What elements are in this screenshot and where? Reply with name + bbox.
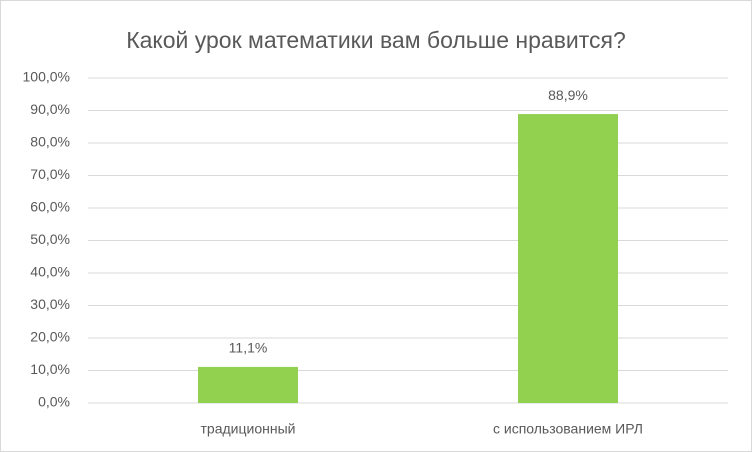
bar <box>518 114 618 403</box>
data-label: 88,9% <box>548 87 588 103</box>
y-tick-label: 70,0% <box>30 166 70 182</box>
y-tick-label: 10,0% <box>30 361 70 377</box>
x-tick-label: традиционный <box>201 421 296 437</box>
y-tick-label: 50,0% <box>30 231 70 247</box>
bar <box>198 366 298 403</box>
y-tick-label: 30,0% <box>30 296 70 312</box>
y-tick-label: 90,0% <box>30 101 70 117</box>
y-tick-label: 60,0% <box>30 199 70 215</box>
x-tick-label: с использованием ИРЛ <box>493 421 643 437</box>
y-tick-label: 0,0% <box>38 394 70 410</box>
y-tick-label: 20,0% <box>30 329 70 345</box>
y-tick-label: 80,0% <box>30 134 70 150</box>
data-label: 11,1% <box>229 340 268 356</box>
chart-title: Какой урок математики вам больше нравитс… <box>126 27 626 53</box>
y-tick-label: 40,0% <box>30 264 70 280</box>
y-tick-label: 100,0% <box>23 69 70 85</box>
